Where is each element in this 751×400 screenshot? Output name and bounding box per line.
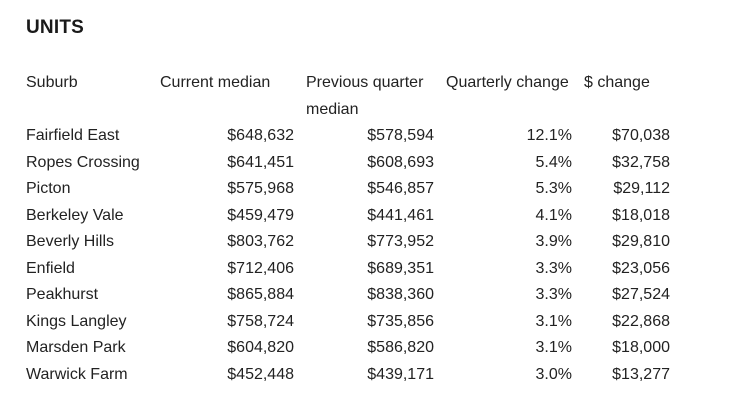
- cell-quarterly-change: 12.1%: [526, 127, 572, 144]
- table-row: Peakhurst $865,884 $838,360 3.3% $27,524: [20, 282, 676, 309]
- cell-dollar-change: $13,277: [612, 365, 670, 383]
- header-dollar-change: $ change: [584, 74, 650, 91]
- table-row: Picton $575,968 $546,857 5.3% $29,112: [20, 176, 676, 203]
- table-row: Enfield $712,406 $689,351 3.3% $23,056: [20, 256, 676, 283]
- cell-previous-median: $608,693: [367, 153, 434, 171]
- cell-previous-median: $838,360: [367, 286, 434, 303]
- cell-previous-median: $689,351: [367, 259, 434, 277]
- cell-current-median: $604,820: [227, 339, 294, 356]
- cell-dollar-change: $70,038: [612, 127, 670, 144]
- header-row: Suburb Current median Previous quarter m…: [20, 70, 676, 123]
- header-current-median: Current median: [160, 74, 271, 91]
- cell-quarterly-change: 3.9%: [535, 233, 572, 250]
- table-row: Warwick Farm $452,448 $439,171 3.0% $13,…: [20, 362, 676, 389]
- cell-suburb: Warwick Farm: [26, 365, 128, 383]
- cell-dollar-change: $23,056: [612, 259, 670, 277]
- table-body: Fairfield East $648,632 $578,594 12.1% $…: [20, 123, 676, 388]
- cell-current-median: $803,762: [227, 233, 294, 250]
- cell-previous-median: $735,856: [367, 312, 434, 330]
- header-previous-quarter-median: Previous quarter median: [306, 74, 424, 118]
- header-quarterly-change: Quarterly change: [446, 74, 569, 91]
- cell-previous-median: $439,171: [367, 365, 434, 383]
- table-row: Marsden Park $604,820 $586,820 3.1% $18,…: [20, 335, 676, 362]
- header-suburb: Suburb: [26, 74, 78, 91]
- cell-current-median: $865,884: [227, 286, 294, 303]
- units-table: Suburb Current median Previous quarter m…: [20, 70, 676, 388]
- cell-suburb: Enfield: [26, 259, 75, 277]
- cell-dollar-change: $29,810: [612, 233, 670, 250]
- cell-dollar-change: $18,000: [612, 339, 670, 356]
- cell-previous-median: $546,857: [367, 180, 434, 197]
- cell-quarterly-change: 3.1%: [535, 339, 572, 356]
- table-row: Ropes Crossing $641,451 $608,693 5.4% $3…: [20, 150, 676, 177]
- cell-dollar-change: $22,868: [612, 312, 670, 330]
- cell-suburb: Berkeley Vale: [26, 206, 124, 224]
- cell-previous-median: $586,820: [367, 339, 434, 356]
- cell-quarterly-change: 4.1%: [535, 206, 572, 224]
- cell-suburb: Picton: [26, 180, 71, 197]
- cell-quarterly-change: 3.1%: [535, 312, 572, 330]
- cell-quarterly-change: 3.0%: [535, 365, 572, 383]
- cell-current-median: $648,632: [227, 127, 294, 144]
- cell-suburb: Marsden Park: [26, 339, 126, 356]
- table-row: Berkeley Vale $459,479 $441,461 4.1% $18…: [20, 203, 676, 230]
- cell-current-median: $452,448: [227, 365, 294, 383]
- cell-previous-median: $773,952: [367, 233, 434, 250]
- cell-suburb: Kings Langley: [26, 312, 127, 330]
- cell-previous-median: $578,594: [367, 127, 434, 144]
- cell-current-median: $712,406: [227, 259, 294, 277]
- cell-suburb: Ropes Crossing: [26, 153, 140, 171]
- cell-dollar-change: $29,112: [613, 180, 670, 197]
- table-row: Kings Langley $758,724 $735,856 3.1% $22…: [20, 309, 676, 336]
- table-header: Suburb Current median Previous quarter m…: [20, 70, 676, 123]
- table-row: Beverly Hills $803,762 $773,952 3.9% $29…: [20, 229, 676, 256]
- cell-current-median: $641,451: [227, 153, 294, 171]
- cell-suburb: Beverly Hills: [26, 233, 115, 250]
- cell-current-median: $459,479: [227, 206, 294, 224]
- cell-quarterly-change: 5.3%: [535, 180, 572, 197]
- table-row: Fairfield East $648,632 $578,594 12.1% $…: [20, 123, 676, 150]
- section-heading: UNITS: [26, 17, 84, 38]
- cell-current-median: $758,724: [227, 312, 294, 330]
- cell-current-median: $575,968: [227, 180, 294, 197]
- cell-dollar-change: $18,018: [612, 206, 670, 224]
- cell-suburb: Peakhurst: [26, 286, 99, 303]
- cell-quarterly-change: 3.3%: [535, 286, 572, 303]
- cell-previous-median: $441,461: [367, 206, 434, 224]
- cell-dollar-change: $32,758: [612, 153, 670, 171]
- cell-suburb: Fairfield East: [26, 127, 120, 144]
- cell-quarterly-change: 3.3%: [535, 259, 572, 277]
- cell-quarterly-change: 5.4%: [535, 153, 572, 171]
- cell-dollar-change: $27,524: [612, 286, 670, 303]
